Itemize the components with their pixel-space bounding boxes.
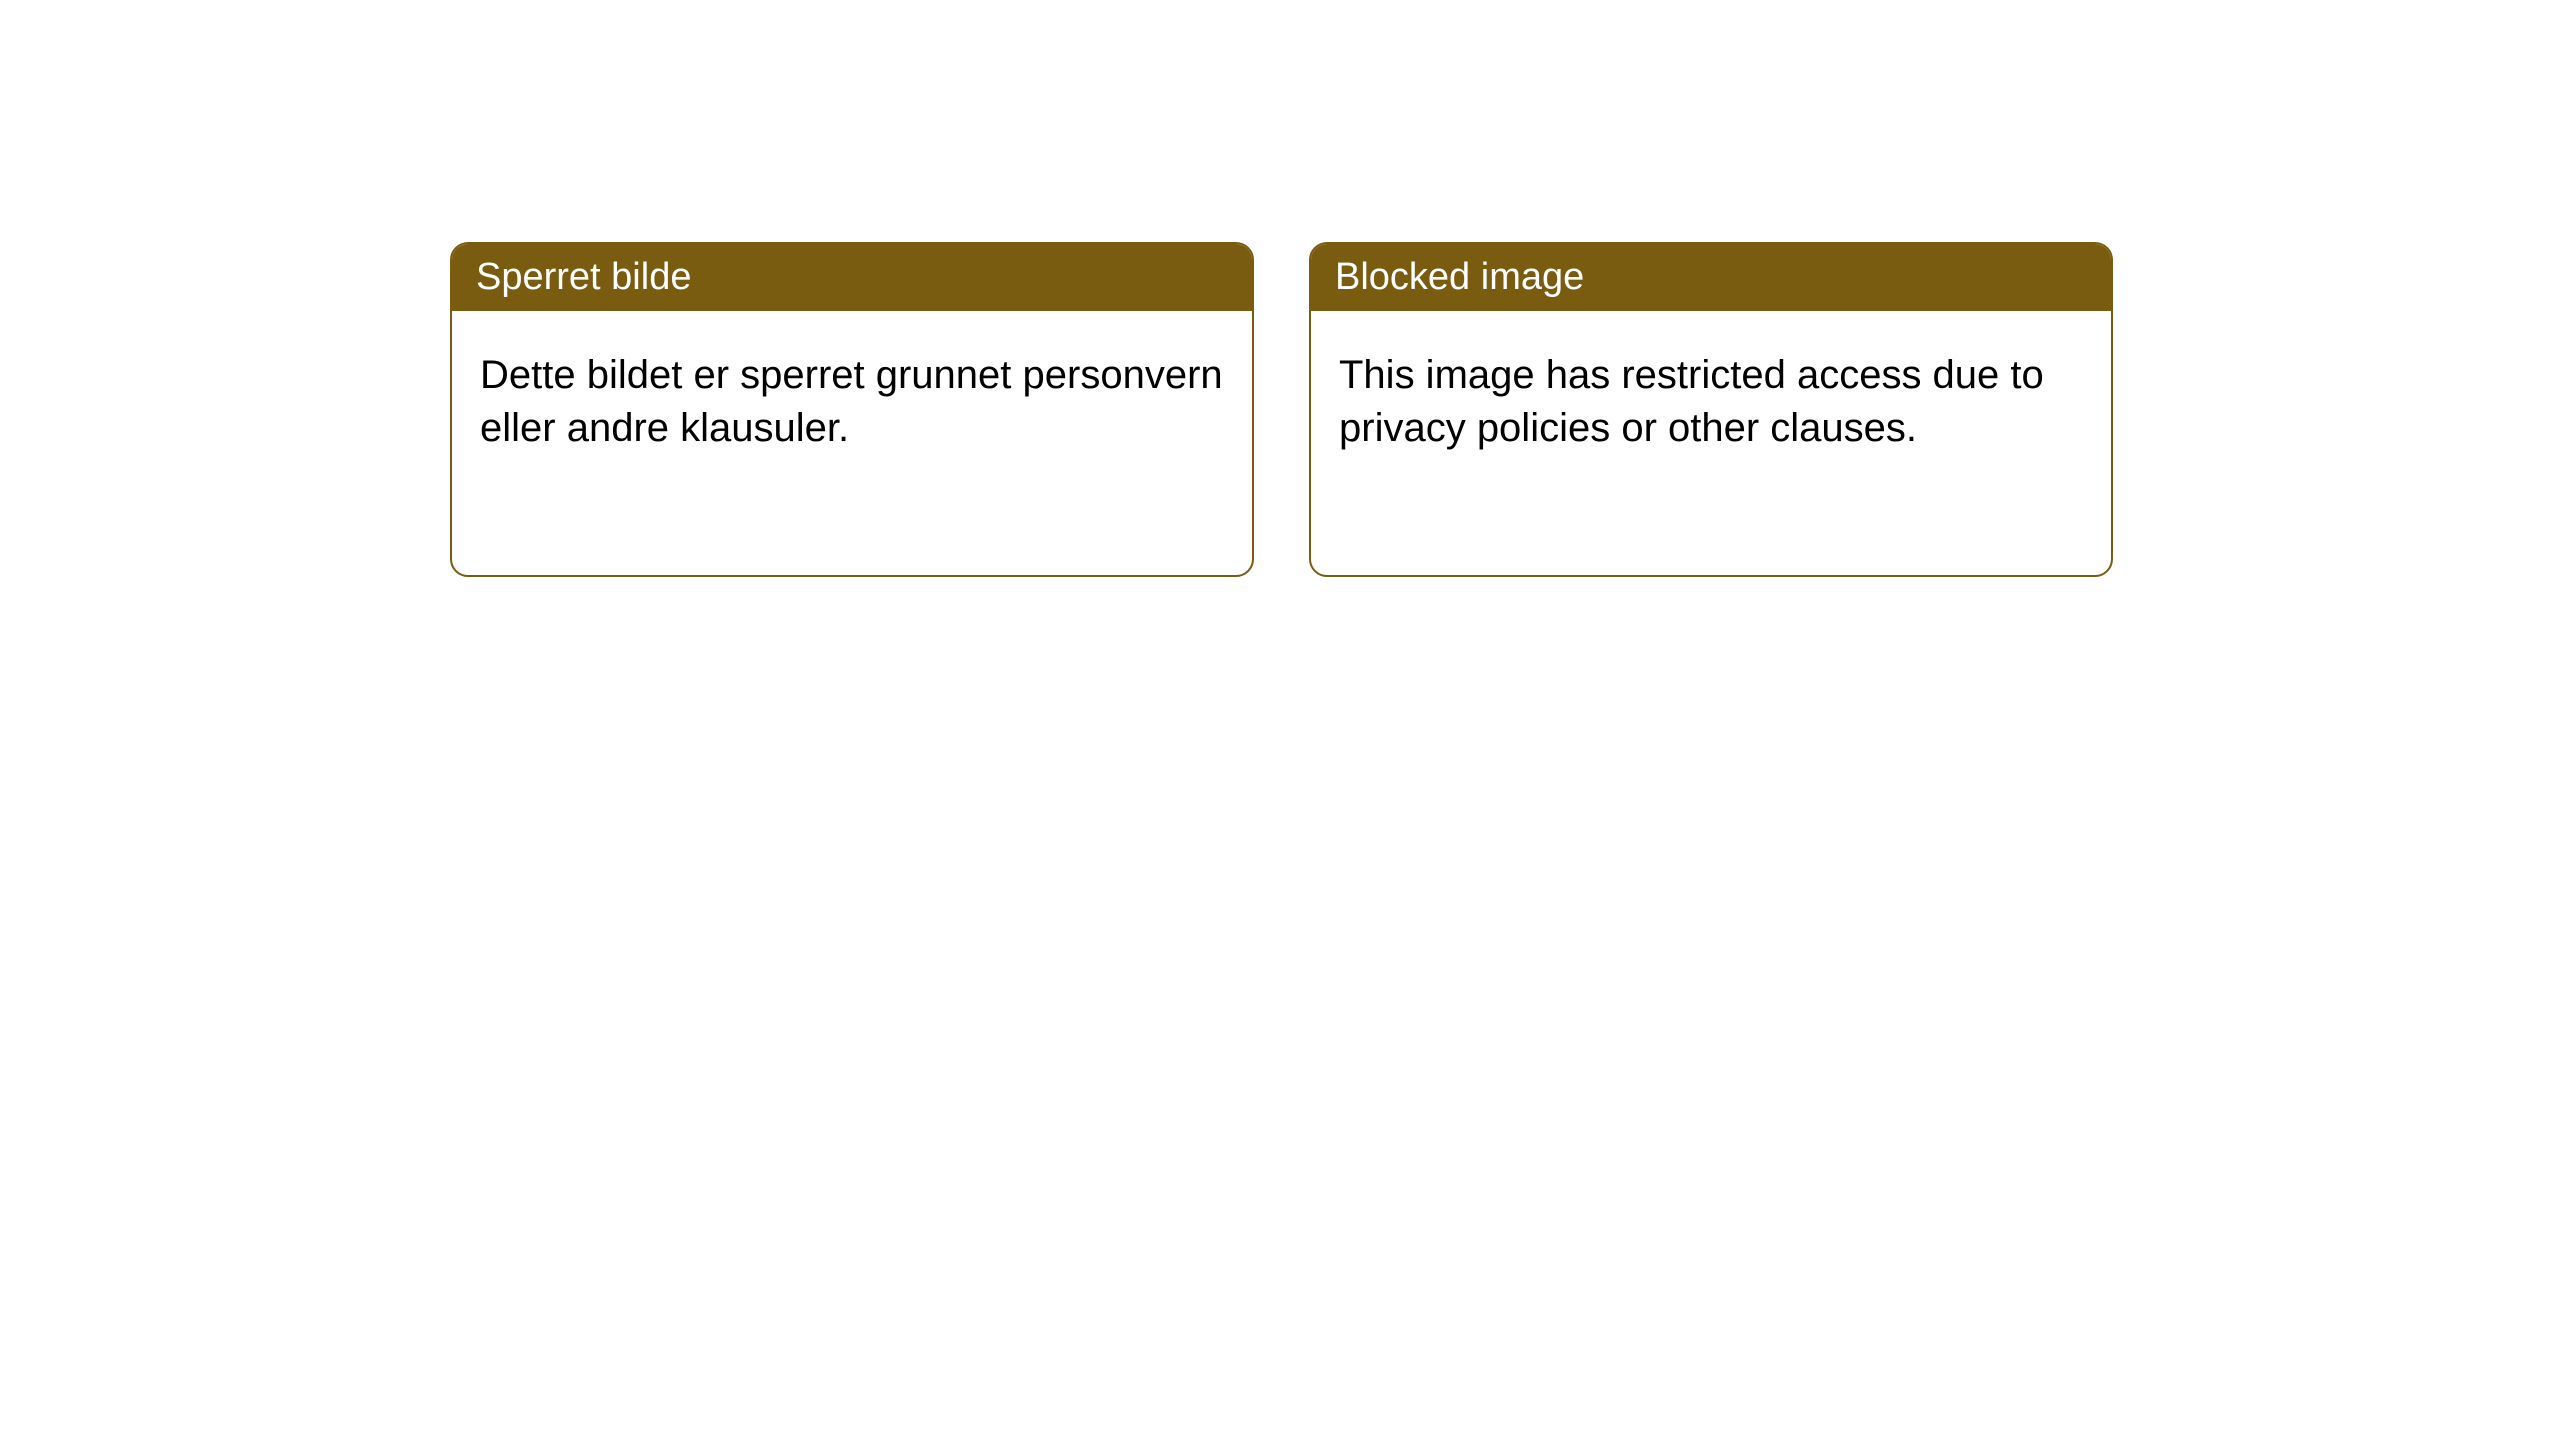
- notice-header-norwegian: Sperret bilde: [452, 244, 1252, 311]
- notice-card-english: Blocked image This image has restricted …: [1309, 242, 2113, 577]
- notice-body-english: This image has restricted access due to …: [1311, 311, 2111, 493]
- notice-card-norwegian: Sperret bilde Dette bildet er sperret gr…: [450, 242, 1254, 577]
- notice-body-norwegian: Dette bildet er sperret grunnet personve…: [452, 311, 1252, 493]
- notice-container: Sperret bilde Dette bildet er sperret gr…: [450, 242, 2113, 577]
- notice-header-english: Blocked image: [1311, 244, 2111, 311]
